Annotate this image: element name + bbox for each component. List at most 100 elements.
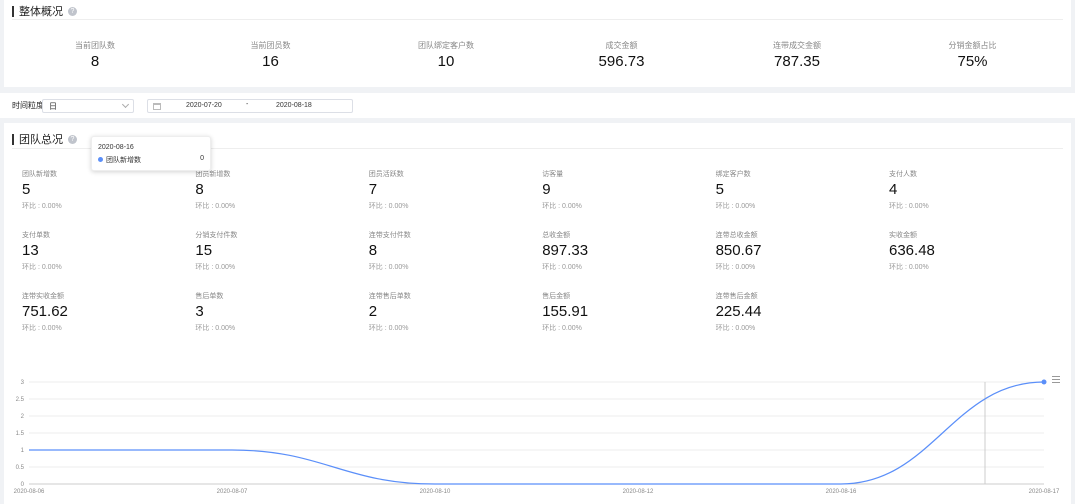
- metric-label: 实收金额: [889, 232, 917, 239]
- overview-stat: 团队绑定客户数 10: [357, 40, 535, 70]
- metric-label: 团队新增数: [22, 171, 57, 178]
- metric-ratio: 环比 : 0.00%: [542, 264, 582, 271]
- overview-stat: 连带成交金额 787.35: [708, 40, 886, 70]
- overview-stat: 分销金额占比 75%: [884, 40, 1062, 70]
- metric-label: 连带支付件数: [368, 232, 411, 239]
- metric-ratio: 环比 : 0.00%: [715, 325, 756, 332]
- date-range-separator: -: [246, 101, 249, 108]
- metric-label: 售后金额: [542, 293, 571, 300]
- overview-stat-value: 75%: [957, 53, 988, 70]
- metric-label: 总收金额: [542, 232, 571, 239]
- metric-value: 225.44: [715, 303, 762, 320]
- metric-value: 155.91: [542, 303, 589, 320]
- x-tick-label: 2020-08-10: [420, 489, 451, 495]
- metric-label: 连带售后金额: [715, 293, 758, 300]
- metric-ratio: 环比 : 0.00%: [195, 203, 236, 210]
- date-range-picker[interactable]: 2020-07-20 - 2020-08-18: [147, 99, 353, 113]
- date-end-input[interactable]: 2020-08-18: [276, 102, 312, 109]
- metric-value: 751.62: [22, 303, 68, 320]
- y-tick-label: 0: [21, 482, 25, 488]
- tooltip-value: 0: [200, 155, 204, 162]
- granularity-select[interactable]: 日: [42, 99, 134, 113]
- metric-card: 连带总收金额 850.67 环比 : 0.00%: [716, 230, 886, 272]
- metric-value: 2: [368, 303, 378, 320]
- metric-value: 9: [542, 181, 551, 198]
- x-tick-label: 2020-08-17: [1029, 489, 1060, 495]
- metric-label: 分销支付件数: [195, 232, 238, 239]
- metric-card: 总收金额 897.33 环比 : 0.00%: [542, 230, 712, 272]
- help-icon[interactable]: ?: [68, 134, 77, 144]
- calendar-icon: [153, 103, 161, 110]
- metric-card: 团员活跃数 7 环比 : 0.00%: [369, 169, 539, 211]
- metric-label: 团员新增数: [195, 171, 231, 178]
- overview-stat-value: 16: [262, 53, 279, 70]
- team-title: 团队总况 ?: [12, 131, 77, 147]
- granularity-value: 日: [49, 102, 57, 111]
- metric-ratio: 环比 : 0.00%: [889, 203, 929, 210]
- metric-value: 3: [195, 303, 204, 320]
- granularity-label: 时间粒度:: [12, 101, 47, 110]
- trend-line-chart[interactable]: 0 0.5 1 1.5 2 2.5 3 2020-08-06 2020-08-07 2020-0…: [0, 370, 1075, 504]
- overview-title-text: 整体概况: [19, 6, 63, 18]
- metric-ratio: 环比 : 0.00%: [889, 264, 929, 271]
- metric-value: 636.48: [889, 242, 935, 259]
- metric-ratio: 环比 : 0.00%: [542, 203, 582, 210]
- metric-ratio: 环比 : 0.00%: [715, 203, 756, 210]
- overview-panel: 整体概况 ? 当前团队数 8 当前团员数 16 团队绑定客户数 10 成交金额 596.73 连…: [4, 0, 1071, 87]
- metric-ratio: 环比 : 0.00%: [368, 203, 409, 210]
- metric-value: 5: [715, 181, 724, 198]
- metric-label: 团员活跃数: [368, 171, 404, 178]
- menu-icon[interactable]: [1052, 376, 1060, 383]
- overview-stat-label: 当前团队数: [75, 41, 115, 50]
- overview-stat-label: 团队绑定客户数: [418, 41, 474, 50]
- overview-stat-label: 分销金额占比: [948, 41, 997, 50]
- metric-value: 4: [889, 181, 898, 198]
- overview-stat-value: 596.73: [598, 53, 645, 70]
- title-marker: [12, 133, 14, 145]
- metric-label: 连带总收金额: [715, 232, 758, 239]
- metric-card: 团队新增数 5 环比 : 0.00%: [22, 169, 192, 211]
- metric-card: 连带售后金额 225.44 环比 : 0.00%: [716, 291, 886, 333]
- overview-stat-value: 787.35: [774, 53, 820, 70]
- y-tick-label: 3: [21, 380, 25, 386]
- overview-stat: 成交金额 596.73: [533, 40, 711, 70]
- overview-stat-value: 8: [90, 53, 100, 70]
- metric-card: 售后单数 3 环比 : 0.00%: [195, 291, 365, 333]
- metric-ratio: 环比 : 0.00%: [368, 264, 409, 271]
- metric-value: 7: [368, 181, 378, 198]
- metric-ratio: 环比 : 0.00%: [368, 325, 409, 332]
- chevron-down-icon: [121, 100, 130, 109]
- legend-dot: [98, 157, 103, 162]
- tooltip-series-name: 团队新增数: [106, 157, 141, 164]
- metric-value: 5: [22, 181, 31, 198]
- metric-ratio: 环比 : 0.00%: [22, 264, 62, 271]
- metric-card: 支付人数 4 环比 : 0.00%: [889, 169, 1059, 211]
- chart-tooltip: 2020-08-16 团队新增数 0: [91, 136, 211, 171]
- metric-ratio: 环比 : 0.00%: [195, 264, 236, 271]
- y-tick-label: 2: [21, 414, 25, 420]
- date-start-input[interactable]: 2020-07-20: [186, 102, 222, 109]
- metric-label: 访客量: [542, 171, 564, 178]
- y-tick-label: 1.5: [16, 431, 25, 437]
- x-tick-label: 2020-08-07: [217, 489, 248, 495]
- metric-value: 897.33: [542, 242, 589, 259]
- team-divider: [12, 148, 1063, 149]
- series-point[interactable]: [1041, 379, 1047, 385]
- metric-ratio: 环比 : 0.00%: [22, 325, 62, 332]
- x-tick-label: 2020-08-06: [14, 489, 45, 495]
- help-icon[interactable]: ?: [68, 6, 77, 16]
- metric-card: 支付单数 13 环比 : 0.00%: [22, 230, 192, 272]
- metric-label: 连带售后单数: [368, 293, 411, 300]
- team-title-text: 团队总况: [19, 134, 63, 146]
- team-panel: 团队总况 ?: [4, 123, 1071, 504]
- metric-value: 8: [195, 181, 204, 198]
- y-tick-label: 2.5: [16, 397, 25, 403]
- overview-divider: [12, 19, 1063, 20]
- overview-stat: 当前团队数 8: [6, 40, 184, 70]
- metric-value: 15: [195, 242, 213, 259]
- overview-title: 整体概况 ?: [12, 3, 77, 19]
- overview-stat: 当前团员数 16: [182, 40, 360, 70]
- metric-card: 访客量 9 环比 : 0.00%: [542, 169, 712, 211]
- metric-card: 售后金额 155.91 环比 : 0.00%: [542, 291, 712, 333]
- metric-label: 支付单数: [22, 232, 50, 239]
